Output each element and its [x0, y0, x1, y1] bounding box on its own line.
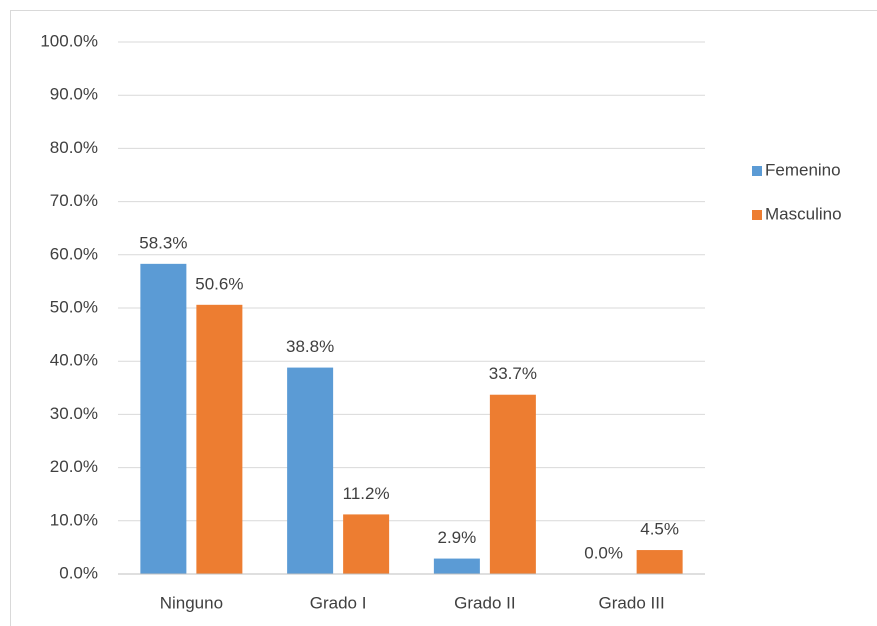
- y-tick-label: 80.0%: [50, 138, 98, 157]
- data-label: 58.3%: [139, 233, 187, 252]
- legend-label: Femenino: [765, 160, 841, 179]
- bar: [636, 550, 683, 574]
- bar: [433, 558, 480, 574]
- data-label: 4.5%: [640, 520, 679, 539]
- data-label: 33.7%: [489, 364, 537, 383]
- data-label: 50.6%: [195, 274, 243, 293]
- x-tick-label: Ninguno: [160, 593, 223, 612]
- y-tick-label: 30.0%: [50, 404, 98, 423]
- x-tick-label: Grado III: [599, 593, 665, 612]
- bar: [489, 394, 536, 574]
- y-tick-label: 40.0%: [50, 351, 98, 370]
- legend-swatch: [752, 166, 762, 176]
- legend-label: Masculino: [765, 204, 842, 223]
- x-tick-label: Grado II: [454, 593, 515, 612]
- y-tick-label: 100.0%: [40, 31, 98, 50]
- bar: [196, 304, 243, 574]
- y-tick-label: 20.0%: [50, 457, 98, 476]
- y-tick-label: 90.0%: [50, 85, 98, 104]
- data-label: 2.9%: [438, 528, 477, 547]
- bar: [287, 367, 334, 574]
- x-tick-label: Grado I: [310, 593, 367, 612]
- bar: [140, 263, 187, 574]
- data-label: 11.2%: [343, 484, 390, 503]
- y-tick-label: 10.0%: [50, 510, 98, 529]
- y-tick-label: 0.0%: [59, 563, 98, 582]
- bar: [343, 514, 390, 574]
- y-tick-label: 60.0%: [50, 244, 98, 263]
- y-tick-label: 70.0%: [50, 191, 98, 210]
- legend-swatch: [752, 210, 762, 220]
- data-label: 38.8%: [286, 337, 334, 356]
- y-tick-label: 50.0%: [50, 297, 98, 316]
- data-label: 0.0%: [584, 543, 623, 562]
